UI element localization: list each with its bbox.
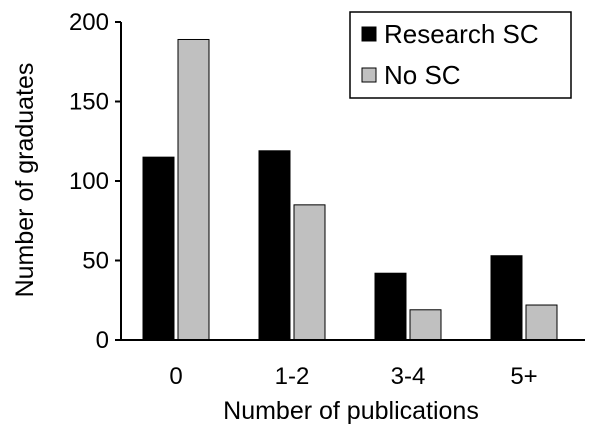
y-tick-label: 150: [69, 89, 109, 116]
bar-research-sc-5+: [490, 255, 523, 341]
bar-research-sc-1-2: [258, 150, 291, 341]
y-tick-label: 200: [69, 9, 109, 36]
x-axis-title: Number of publications: [223, 397, 479, 425]
bar-no-sc-5+: [525, 304, 558, 341]
x-tick-label: 1-2: [275, 363, 310, 390]
y-axis-ticks: 0 50 100 150 200: [69, 9, 121, 354]
x-tick-label: 5+: [510, 363, 537, 390]
y-tick-label: 50: [82, 248, 109, 275]
bar-research-sc-0: [142, 156, 175, 341]
x-tick-label: 3-4: [391, 363, 426, 390]
legend-box: [349, 11, 572, 99]
legend-swatch-no-sc: [361, 67, 377, 83]
y-tick-label: 100: [69, 168, 109, 195]
legend-label-research-sc: Research SC: [384, 19, 539, 49]
x-axis-tick-labels: 0 1-2 3-4 5+: [169, 363, 537, 390]
bar-no-sc-3-4: [409, 309, 442, 341]
bar-no-sc-0: [177, 38, 210, 341]
x-tick-label: 0: [169, 363, 182, 390]
bar-research-sc-3-4: [374, 272, 407, 341]
legend-label-no-sc: No SC: [384, 60, 461, 90]
legend-swatch-research-sc: [361, 26, 377, 42]
bar-no-sc-1-2: [293, 204, 326, 341]
y-tick-label: 0: [96, 327, 109, 354]
legend: Research SC No SC: [349, 11, 572, 99]
y-axis-title: Number of graduates: [11, 63, 39, 298]
bars: [142, 38, 558, 341]
